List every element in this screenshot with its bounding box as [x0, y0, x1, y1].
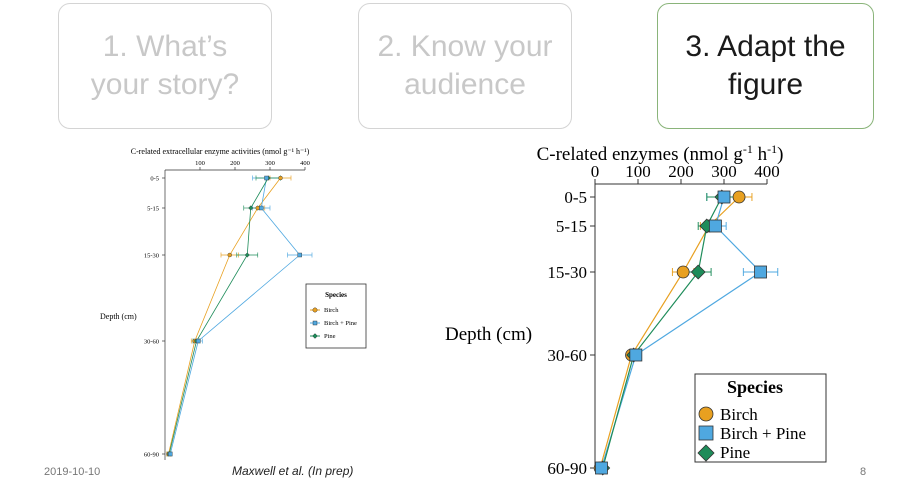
- y-tick-label: 15-30: [144, 252, 159, 259]
- step-1-line2: your story?: [90, 68, 240, 101]
- x-tick-label: 200: [668, 162, 694, 181]
- series-line-birch: [168, 177, 281, 455]
- step-3-line2: figure: [727, 68, 804, 101]
- y-tick-label: 60-90: [144, 451, 159, 458]
- original-chart: C-related extracellular enzyme activitie…: [100, 147, 367, 460]
- x-tick-label: 300: [711, 162, 737, 181]
- legend-marker-birch-pine: [312, 320, 318, 326]
- series-line-birch-pine: [169, 177, 301, 455]
- y-tick-label: 30-60: [547, 346, 587, 365]
- y-tick-label: 5-15: [147, 205, 159, 212]
- x-tick-label: 0: [591, 162, 600, 181]
- legend-entry-pine: Pine: [720, 443, 750, 462]
- x-tick-label: 100: [625, 162, 651, 181]
- data-point-birch: [227, 252, 232, 258]
- legend-marker-pine: [697, 444, 715, 462]
- data-point-birch-pine: [595, 461, 608, 475]
- data-point-birch-pine: [717, 190, 731, 204]
- x-tick-label: 200: [230, 160, 240, 167]
- data-point-birch: [278, 175, 283, 181]
- step-1-line1: 1. What’s: [102, 30, 228, 63]
- legend-entry-birch-pine: Birch + Pine: [720, 424, 806, 443]
- page-number: 8: [860, 466, 867, 478]
- legend-marker-birch: [312, 307, 318, 313]
- data-point-pine: [690, 264, 706, 280]
- x-tick-label: 400: [300, 160, 310, 167]
- data-point-birch-pine: [196, 338, 201, 344]
- step-2-line2: audience: [404, 68, 526, 101]
- step-3-box: 3. Adapt the figure: [657, 3, 874, 129]
- data-point-birch-pine: [259, 205, 264, 211]
- y-tick-label: 0-5: [564, 188, 587, 207]
- series-line-pine: [168, 177, 269, 455]
- x-tick-label: 100: [195, 160, 205, 167]
- data-point-birch-pine: [297, 252, 302, 258]
- footer-citation: Maxwell et al. (In prep): [232, 464, 354, 478]
- y-tick-label: 30-60: [144, 338, 159, 345]
- step-3-line1: 3. Adapt the: [685, 30, 846, 63]
- data-point-birch-pine: [708, 219, 722, 233]
- legend-marker-pine: [312, 333, 318, 339]
- y-tick-label: 0-5: [150, 175, 159, 182]
- data-point-birch-pine: [629, 348, 643, 362]
- step-2-line1: 2. Know your: [377, 30, 553, 63]
- chart-title: C-related extracellular enzyme activitie…: [131, 147, 310, 156]
- data-point-birch-pine: [264, 175, 269, 181]
- y-tick-label: 15-30: [547, 263, 587, 282]
- data-point-birch: [676, 265, 690, 279]
- legend: Species Birch Birch + Pine Pine: [694, 373, 827, 463]
- data-point-birch-pine: [168, 451, 173, 457]
- data-point-birch-pine: [754, 265, 767, 279]
- data-point-pine: [244, 252, 250, 258]
- legend-entry-pine: Pine: [324, 333, 336, 340]
- legend-title: Species: [727, 377, 783, 397]
- y-tick-label: 5-15: [556, 217, 587, 236]
- y-axis-label: Depth (cm): [100, 312, 137, 321]
- step-1-box: 1. What’s your story?: [58, 3, 272, 129]
- legend-entry-birch: Birch: [720, 405, 758, 424]
- x-tick-label: 400: [754, 162, 780, 181]
- data-point-birch: [732, 190, 746, 204]
- footer-date: 2019-10-10: [44, 466, 101, 478]
- legend-entry-birch-pine: Birch + Pine: [324, 320, 357, 327]
- step-2-box: 2. Know your audience: [358, 3, 572, 129]
- chart-title: C-related enzymes (nmol g-1 h-1): [537, 142, 784, 165]
- legend-marker-birch-pine: [698, 425, 714, 441]
- legend: Species Birch Birch + Pine Pine: [305, 283, 367, 349]
- y-axis-label: Depth (cm): [445, 324, 532, 345]
- x-tick-label: 300: [265, 160, 275, 167]
- adapted-chart: C-related enzymes (nmol g-1 h-1) Depth (…: [445, 142, 827, 478]
- data-point-pine: [248, 205, 254, 211]
- legend-entry-birch: Birch: [324, 307, 339, 314]
- legend-marker-birch: [698, 406, 714, 422]
- legend-title: Species: [325, 291, 347, 299]
- y-tick-label: 60-90: [547, 459, 587, 478]
